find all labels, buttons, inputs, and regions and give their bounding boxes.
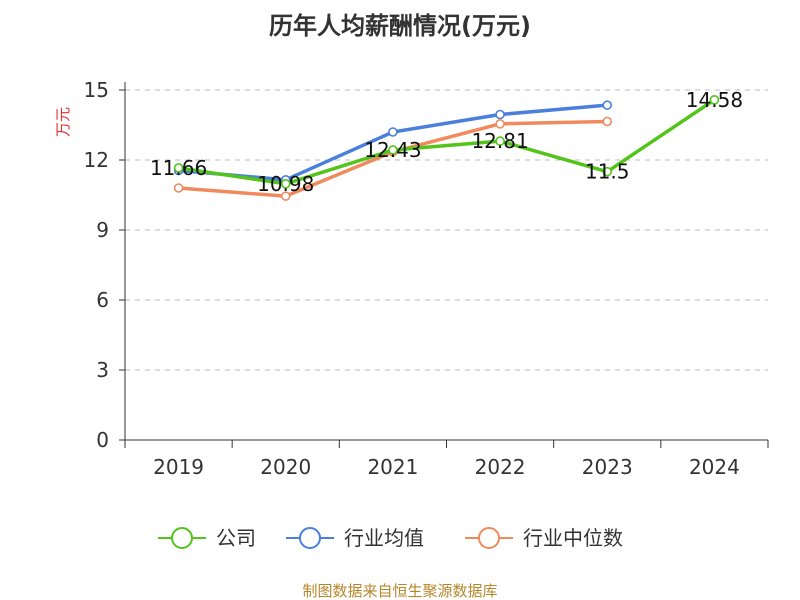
legend-swatch-marker bbox=[478, 527, 500, 549]
data-point bbox=[388, 145, 398, 155]
data-point bbox=[173, 183, 184, 193]
x-tick-label: 2022 bbox=[475, 455, 526, 479]
data-label: 11.5 bbox=[585, 160, 630, 184]
y-tick-label: 3 bbox=[96, 358, 109, 382]
legend-swatch-marker bbox=[299, 527, 321, 549]
data-point bbox=[602, 100, 613, 110]
legend-swatch-marker bbox=[171, 527, 193, 549]
y-tick-label: 12 bbox=[84, 148, 109, 172]
legend-label: 行业均值 bbox=[344, 526, 424, 550]
data-label: 10.98 bbox=[257, 172, 314, 196]
series-group bbox=[173, 95, 720, 201]
legend-item-2[interactable]: 行业均值 bbox=[286, 526, 424, 550]
legend-item-1[interactable]: 公司 bbox=[158, 526, 256, 550]
data-point bbox=[602, 116, 613, 127]
data-label: 14.58 bbox=[686, 88, 743, 112]
data-point bbox=[495, 119, 505, 129]
y-tick-label: 6 bbox=[96, 288, 109, 312]
x-tick-label: 2024 bbox=[689, 455, 740, 479]
source-note: 制图数据来自恒生聚源数据库 bbox=[302, 582, 497, 600]
y-tick-label: 9 bbox=[96, 218, 109, 242]
data-label: 12.43 bbox=[364, 138, 421, 162]
legend-item-3[interactable]: 行业中位数 bbox=[465, 526, 623, 550]
grid-lines bbox=[125, 89, 768, 371]
data-point bbox=[495, 109, 505, 120]
chart-title: 历年人均薪酬情况(万元) bbox=[269, 12, 531, 40]
data-point bbox=[709, 95, 720, 105]
data-point bbox=[280, 179, 291, 189]
series-line-1 bbox=[176, 98, 717, 186]
data-label: 12.81 bbox=[471, 129, 528, 153]
data-labels: 11.66 10.98 12.43 12.81 11.5 14.58 bbox=[150, 88, 743, 196]
data-point bbox=[280, 191, 291, 201]
data-label: 11.66 bbox=[150, 156, 207, 180]
x-tick-label: 2021 bbox=[367, 455, 418, 479]
y-tick-label: 15 bbox=[84, 78, 109, 102]
axes: 0 3 6 9 12 15 2019 2020 2021 2022 2023 2024 bbox=[84, 78, 769, 479]
data-point bbox=[388, 127, 398, 137]
legend-label: 行业中位数 bbox=[523, 526, 623, 550]
data-point bbox=[173, 163, 184, 173]
data-point bbox=[495, 136, 505, 146]
x-tick-label: 2020 bbox=[260, 455, 311, 479]
legend-label: 公司 bbox=[216, 526, 256, 550]
y-tick-label: 0 bbox=[96, 428, 109, 452]
legend[interactable]: 公司 行业均值 行业中位数 bbox=[158, 526, 623, 550]
data-point bbox=[602, 166, 613, 177]
x-tick-label: 2023 bbox=[582, 455, 633, 479]
y-axis-label: 万元 bbox=[54, 107, 72, 137]
x-tick-label: 2019 bbox=[153, 455, 204, 479]
